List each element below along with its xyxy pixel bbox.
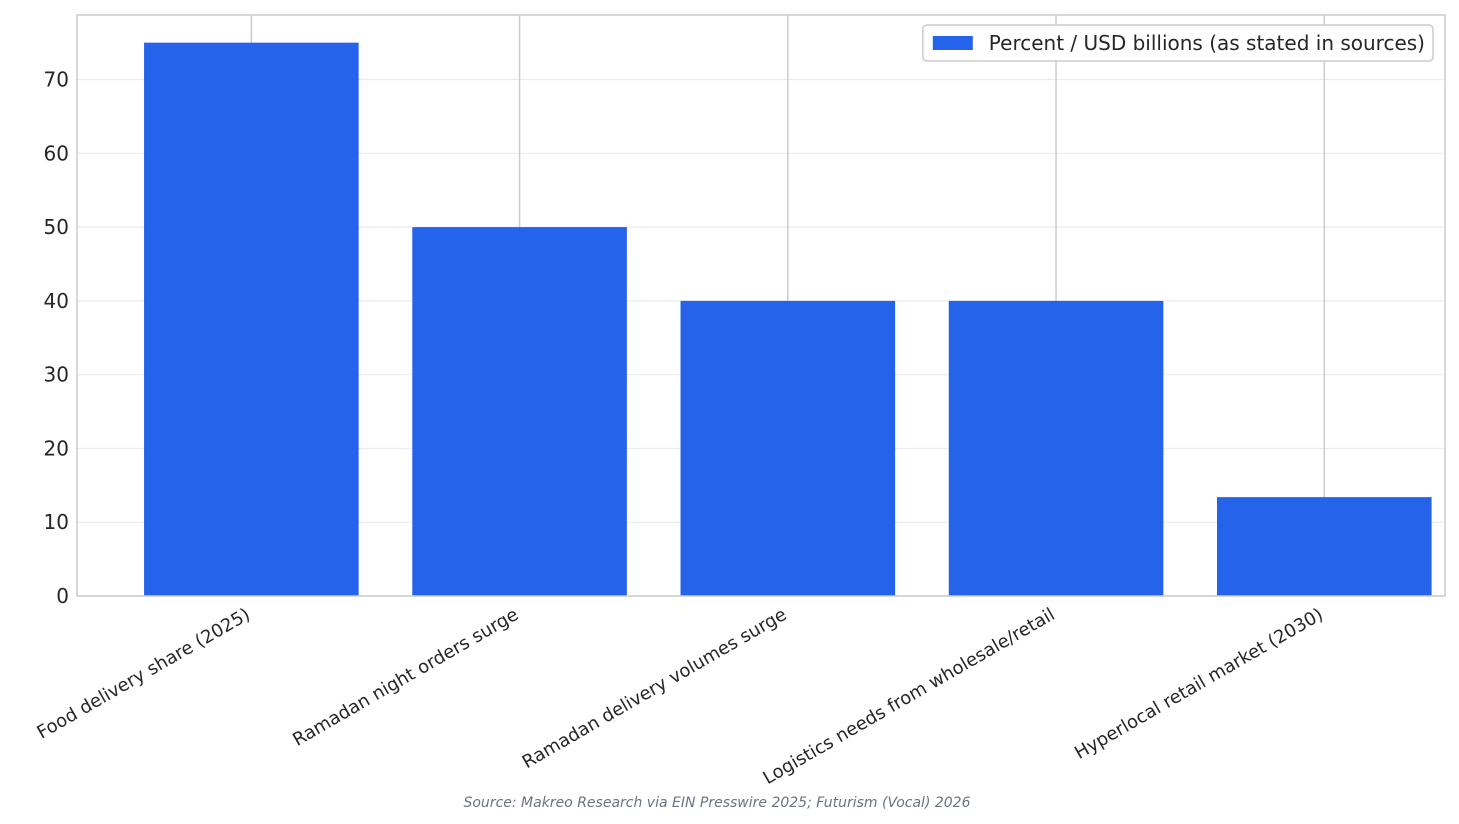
bars: [144, 42, 1432, 596]
legend-box: [922, 24, 1434, 62]
y-axis-ticks: 0 10 20 30 40 50 60 70: [44, 68, 69, 608]
legend-swatch: [932, 36, 973, 50]
x-tick-label: Food delivery share (2025): [33, 604, 253, 743]
plot-frame: [76, 14, 1446, 597]
y-tick-label: 50: [44, 215, 69, 239]
source-note: Source: Makreo Research via EIN Presswir…: [463, 795, 970, 811]
x-tick-label: Ramadan delivery volumes surge: [519, 604, 791, 773]
bar: [948, 300, 1164, 596]
x-tick-label: Logistics needs from wholesale/retail: [759, 604, 1058, 789]
bar: [412, 227, 627, 596]
legend-label: Percent / USD billions (as stated in sou…: [989, 31, 1425, 55]
bar: [144, 42, 359, 596]
y-tick-label: 40: [44, 289, 69, 313]
y-tick-label: 20: [44, 436, 69, 460]
x-axis-ticks: Food delivery share (2025) Ramadan night …: [33, 604, 1326, 789]
legend: Percent / USD billions (as stated in sou…: [922, 24, 1434, 62]
bar: [680, 300, 896, 596]
y-tick-label: 60: [44, 141, 69, 165]
bar: [1217, 497, 1432, 596]
y-tick-label: 0: [56, 584, 69, 608]
x-tick-label: Hyperlocal retail market (2030): [1071, 604, 1327, 764]
y-tick-label: 30: [44, 363, 69, 387]
x-tick-label: Ramadan night orders surge: [289, 604, 522, 751]
y-tick-label: 70: [44, 68, 69, 92]
y-tick-label: 10: [44, 510, 69, 534]
